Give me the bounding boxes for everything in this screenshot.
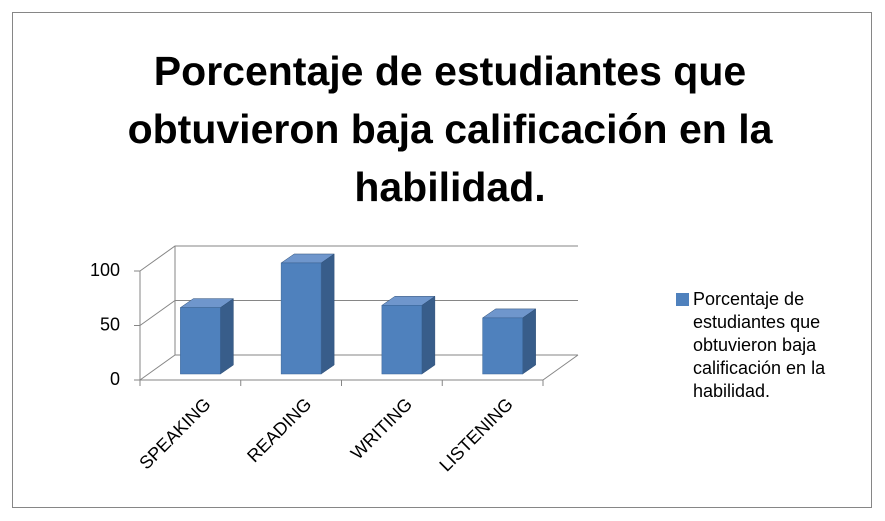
bar bbox=[280, 262, 322, 375]
x-tick-label: WRITING bbox=[347, 394, 416, 463]
bar bbox=[482, 317, 523, 375]
y-tick-label: 0 bbox=[110, 369, 120, 389]
bar bbox=[381, 305, 423, 375]
bar-side bbox=[320, 253, 335, 375]
chart-title: Porcentaje de estudiantes que obtuvieron… bbox=[127, 48, 773, 210]
bar-side bbox=[522, 308, 536, 375]
legend-swatch bbox=[676, 293, 689, 306]
y-tick-label: 100 bbox=[90, 260, 120, 280]
bar-side bbox=[421, 295, 436, 375]
grid-line bbox=[139, 354, 578, 381]
chart-frame bbox=[12, 12, 872, 508]
bar-side bbox=[220, 298, 234, 375]
grid-line bbox=[139, 245, 578, 272]
x-tick-label: READING bbox=[243, 394, 315, 466]
bar bbox=[180, 307, 221, 375]
x-tick-label: SPEAKING bbox=[135, 394, 214, 473]
legend-label: Porcentaje de estudiantes que obtuvieron… bbox=[693, 289, 826, 401]
y-tick-label: 50 bbox=[100, 314, 120, 334]
grid-line bbox=[139, 300, 578, 326]
axis-line bbox=[542, 354, 579, 381]
x-tick-label: LISTENING bbox=[435, 394, 516, 475]
